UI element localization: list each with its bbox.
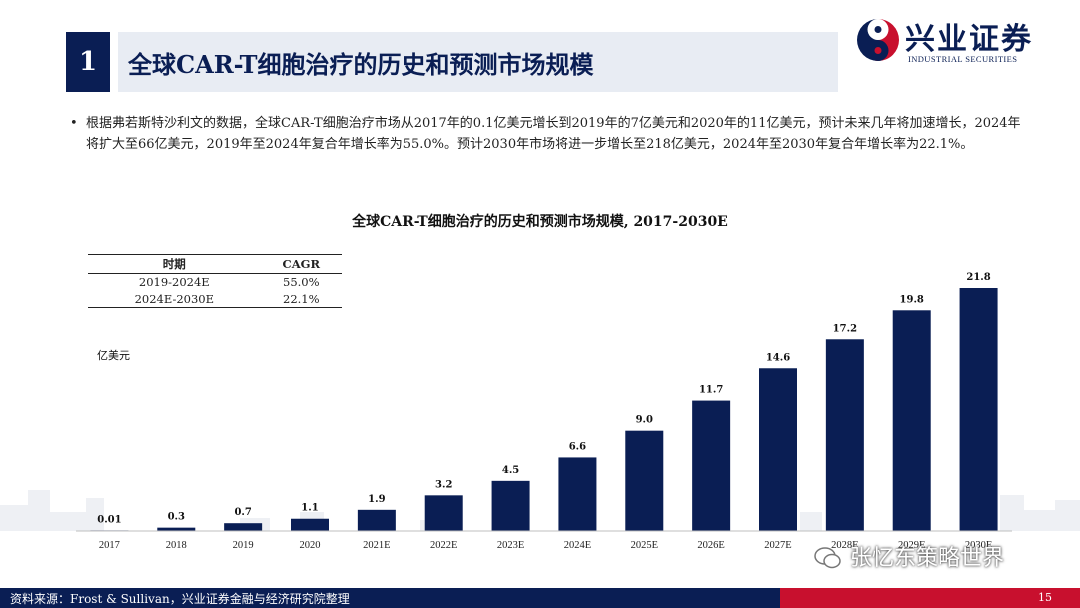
bar-2026E <box>692 400 731 531</box>
bullet-point: • 根据弗若斯特沙利文的数据，全球CAR-T细胞治疗市场从2017年的0.1亿美… <box>70 113 1030 155</box>
data-label: 14.6 <box>766 352 790 363</box>
table-row: 2024E-2030E 22.1% <box>88 290 342 308</box>
cagr-value-cell: 22.1% <box>260 290 342 308</box>
x-tick-label: 2020 <box>300 540 321 551</box>
bar-2025E <box>625 430 664 531</box>
footer-accent <box>780 588 1080 608</box>
data-label: 4.5 <box>502 465 519 476</box>
x-tick-label: 2018 <box>166 540 187 551</box>
cagr-value-cell: 55.0% <box>283 275 320 290</box>
cagr-period-cell: 2024E-2030E <box>88 290 261 308</box>
footer-source: 资料来源：Frost & Sullivan，兴业证券金融与经济研究院整理 <box>10 592 350 606</box>
data-label: 1.9 <box>368 494 385 505</box>
x-tick-label: 2023E <box>497 540 524 551</box>
chart-title: 全球CAR-T细胞治疗的历史和预测市场规模, 2017-2030E <box>352 214 728 230</box>
bar-2019 <box>224 523 263 531</box>
watermark-text: 张忆东策略世界 <box>850 546 1005 571</box>
x-tick-label: 2022E <box>430 540 457 551</box>
logo-name-en: INDUSTRIAL SECURITIES <box>908 54 1018 64</box>
wechat-icon <box>814 547 841 569</box>
logo-name-cn: 兴业证券 <box>905 22 1033 57</box>
bar-2030E <box>959 288 998 531</box>
x-tick-label: 2028E <box>831 540 858 551</box>
data-label: 9.0 <box>636 415 653 426</box>
cagr-table: 时期 CAGR 2019-2024E 55.0% 2024E-2030E 22.… <box>88 254 342 308</box>
data-label: 17.2 <box>833 323 857 334</box>
bar-2023E <box>491 480 530 531</box>
bullet-text: 根据弗若斯特沙利文的数据，全球CAR-T细胞治疗市场从2017年的0.1亿美元增… <box>86 116 1021 152</box>
section-number: 1 <box>66 32 110 92</box>
bar-2029E <box>892 310 931 531</box>
x-tick-label: 2027E <box>764 540 791 551</box>
bar-2018 <box>157 527 196 531</box>
x-tick-label: 2019 <box>233 540 254 551</box>
bar-2021E <box>357 509 396 531</box>
data-label: 11.7 <box>699 385 723 396</box>
cagr-table-header: 时期 CAGR <box>88 254 342 274</box>
slide-title: 全球CAR-T细胞治疗的历史和预测市场规模 <box>118 32 838 92</box>
bar-2022E <box>424 495 463 531</box>
bar-2027E <box>759 368 797 531</box>
bar-2024E <box>558 457 597 531</box>
bar-2020 <box>291 518 329 531</box>
bullet-dot-icon: • <box>70 116 78 131</box>
x-tick-label: 2021E <box>363 540 390 551</box>
x-tick-label: 2026E <box>697 540 724 551</box>
data-label: 6.6 <box>569 441 586 452</box>
x-tick-label: 2024E <box>564 540 591 551</box>
bar-2028E <box>825 339 864 531</box>
slide-header: 1 全球CAR-T细胞治疗的历史和预测市场规模 <box>0 32 1080 92</box>
x-tick-label: 2030E <box>965 540 992 551</box>
data-label: 21.8 <box>966 272 990 283</box>
cagr-header-cagr: CAGR <box>260 254 342 274</box>
x-tick-label: 2017 <box>99 540 120 551</box>
footer-bar: 资料来源：Frost & Sullivan，兴业证券金融与经济研究院整理 15 <box>0 588 1080 608</box>
cagr-header-period: 时期 <box>88 254 261 274</box>
page-number: 15 <box>1038 591 1052 604</box>
data-label: 0.7 <box>234 507 251 518</box>
data-label: 3.2 <box>435 479 452 490</box>
data-label: 0.3 <box>168 512 185 523</box>
y-axis-unit-label: 亿美元 <box>97 349 130 362</box>
data-label: 0.01 <box>97 514 121 525</box>
data-label: 19.8 <box>900 294 924 305</box>
cagr-period-cell: 2019-2024E <box>138 275 210 290</box>
x-tick-label: 2025E <box>631 540 658 551</box>
data-label: 1.1 <box>301 503 318 514</box>
x-tick-label: 2029E <box>898 540 925 551</box>
table-row: 2019-2024E 55.0% <box>88 274 342 291</box>
logo-icon <box>857 19 899 61</box>
